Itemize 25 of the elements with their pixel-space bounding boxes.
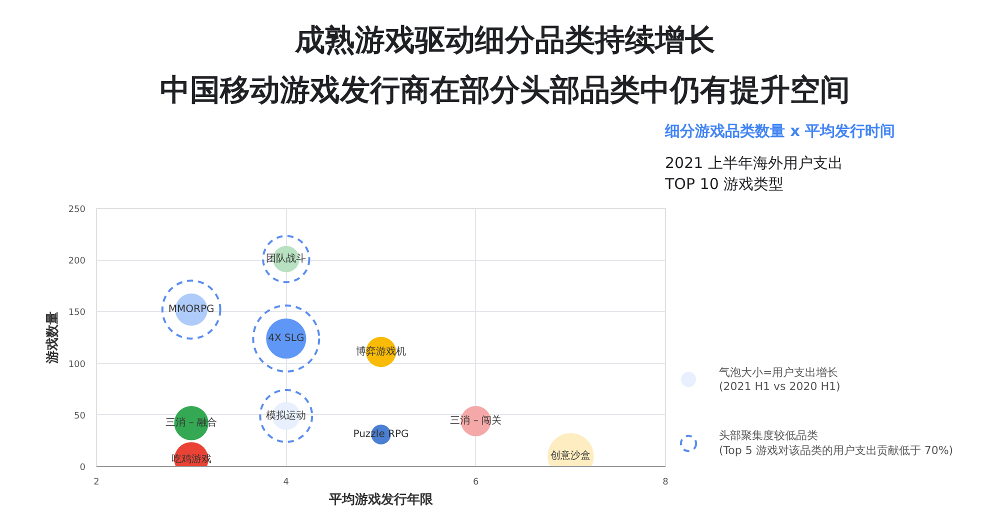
y-tick-label: 150	[68, 308, 86, 318]
x-tick-label: 8	[662, 478, 669, 488]
x-axis-title: 平均游戏发行年限	[328, 492, 434, 508]
annotation: 团队战斗	[266, 252, 306, 265]
annotation: 4X SLG	[268, 333, 304, 344]
chart-subtitle: 中国移动游戏发行商在部分头部品类中仍有提升空间	[160, 72, 850, 110]
legend-label: 气泡大小=用户支出增长 (2021 H1 vs 2020 H1)	[719, 365, 840, 393]
x-tick-label: 6	[472, 478, 479, 488]
y-tick-label: 100	[68, 360, 86, 370]
legend-label: 头部聚集度较低品类 (Top 5 游戏对该品类的用户支出贡献低于 70%)	[719, 428, 954, 458]
y-axis-title: 游戏数量	[45, 312, 60, 364]
y-tick-label: 0	[80, 463, 86, 473]
annotation: 模拟运动	[266, 409, 306, 422]
x-tick-label: 4	[283, 478, 290, 488]
y-tick-label: 250	[68, 205, 86, 215]
y-tick-label: 200	[68, 256, 86, 267]
text: 细分游戏品类数量 x 平均发行时间	[665, 121, 896, 142]
annotation: 博弈游戏机	[356, 345, 406, 358]
annotation: MMORPG	[168, 304, 214, 316]
y-tick-label: 50	[74, 411, 86, 422]
x-tick-label: 2	[94, 478, 100, 488]
chart-title: 成熟游戏驱动细分品类持续增长	[295, 22, 715, 60]
text: 2021 上半年海外用户支出 TOP 10 游戏类型	[665, 153, 843, 195]
annotation: 三消 – 闯关	[450, 414, 502, 427]
annotation: 创意沙盒	[550, 450, 591, 462]
